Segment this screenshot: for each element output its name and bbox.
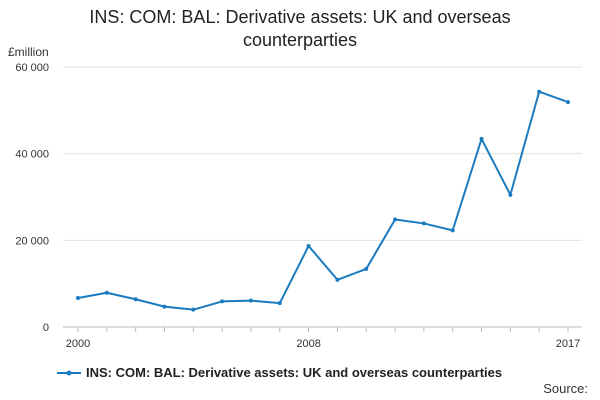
data-point[interactable] [306,243,311,248]
x-tick-label: 2008 [296,338,320,350]
y-tick-label: 0 [43,322,49,334]
data-point[interactable] [421,221,426,226]
y-axis-unit-label: £million [8,45,49,59]
data-point[interactable] [393,217,398,222]
legend: INS: COM: BAL: Derivative assets: UK and… [56,365,502,380]
data-point[interactable] [191,307,196,312]
data-point[interactable] [364,266,369,271]
x-tick-label: 2017 [556,338,580,350]
x-tick-label: 2000 [66,338,90,350]
data-point[interactable] [479,136,484,141]
data-point[interactable] [76,295,80,300]
data-point[interactable] [248,298,253,303]
y-tick-label: 20 000 [15,235,49,247]
series-line [77,90,569,311]
data-point[interactable] [220,299,225,304]
legend-swatch [57,370,81,375]
chart-title: INS: COM: BAL: Derivative assets: UK and… [89,7,511,50]
data-point[interactable] [133,297,138,302]
data-point[interactable] [277,301,282,306]
y-tick-label: 40 000 [15,149,49,161]
data-point[interactable] [335,277,340,282]
legend-label: INS: COM: BAL: Derivative assets: UK and… [86,365,503,380]
source-label: Source: [543,381,588,396]
y-tick-label: 60 000 [15,62,49,74]
data-point[interactable] [537,89,542,94]
data-point[interactable] [508,192,513,197]
data-point[interactable] [104,290,109,295]
data-point[interactable] [566,100,570,105]
data-point[interactable] [450,228,455,233]
data-point[interactable] [162,304,167,309]
